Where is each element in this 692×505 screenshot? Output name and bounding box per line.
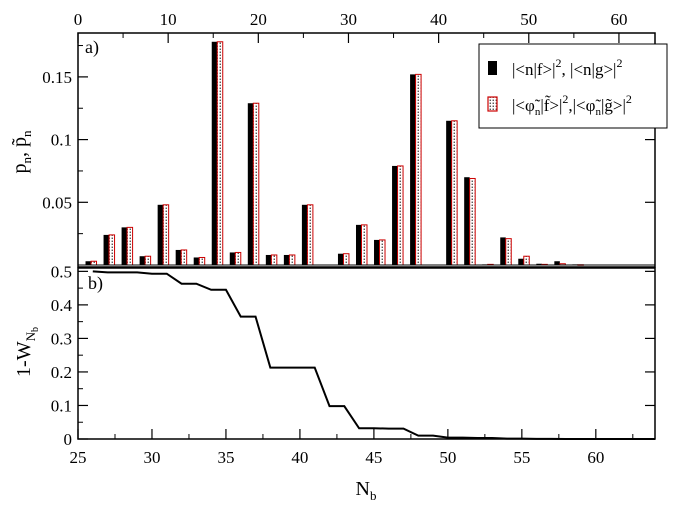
panel-a-y-axis-title: pn, p̃n bbox=[9, 130, 34, 174]
bar-solid bbox=[103, 234, 110, 265]
bar-dotted bbox=[505, 238, 512, 266]
panel-b-x-tick-label: 45 bbox=[365, 448, 382, 467]
bar-solid bbox=[446, 120, 452, 265]
panel-a-x-tick-label: 40 bbox=[430, 10, 447, 29]
bar-dotted bbox=[234, 251, 242, 266]
bar-solid bbox=[121, 227, 128, 265]
bar-dotted bbox=[469, 177, 476, 266]
bar-dotted bbox=[379, 239, 386, 266]
panel-a-x-tick-label: 0 bbox=[74, 10, 83, 29]
panel-a-y-tick-label: 0.05 bbox=[42, 193, 72, 212]
bar-solid bbox=[157, 204, 164, 265]
panel-b-x-tick-label: 35 bbox=[217, 448, 234, 467]
panel-a-y-tick-label: 0.1 bbox=[51, 131, 72, 150]
panel-a-frame bbox=[77, 32, 656, 268]
bar-solid bbox=[247, 103, 254, 266]
bar-solid bbox=[518, 258, 524, 265]
bar-solid bbox=[265, 254, 272, 265]
bar-solid bbox=[337, 253, 344, 265]
bar-solid bbox=[85, 261, 92, 265]
legend-label-dotted: |<φ̃n|f̃>|2,|<φ̃n|g̃>|2 bbox=[512, 92, 632, 118]
panel-b-y-tick-label: 0.3 bbox=[51, 329, 72, 348]
bar-solid bbox=[355, 224, 362, 265]
panel-b-label: b) bbox=[88, 273, 103, 294]
panel-a-bar-chart: 0 10 20 30 40 50 60 0.05 0.1 0.15 a) pn, p̃n |<n|… bbox=[9, 10, 668, 268]
panel-b-x-tick-label: 50 bbox=[439, 448, 456, 467]
bar-solid bbox=[193, 257, 200, 265]
panel-b-x-tick-label: 55 bbox=[513, 448, 530, 467]
panel-a-x-tick-label: 50 bbox=[520, 10, 537, 29]
bar-dotted bbox=[126, 226, 134, 266]
bar-solid bbox=[301, 204, 308, 265]
panel-a-y-tick-label: 0.15 bbox=[42, 68, 72, 87]
bar-dotted bbox=[216, 41, 224, 266]
panel-b-y-tick-label: 0.4 bbox=[51, 296, 73, 315]
panel-b-x-axis-title: Nb bbox=[356, 478, 377, 503]
bar-dotted bbox=[415, 73, 422, 266]
panel-b-line-chart: 25 30 35 40 45 50 55 60 0 0.1 0.2 0.3 0.4 0.5 b) 1-WN… bbox=[13, 262, 656, 503]
legend-box bbox=[478, 43, 668, 129]
panel-b-y-tick-label: 0.2 bbox=[51, 363, 72, 382]
bar-solid bbox=[500, 237, 506, 265]
bar-dotted bbox=[180, 249, 188, 266]
bar-solid bbox=[283, 254, 290, 265]
bar-solid bbox=[175, 249, 182, 265]
bar-dotted bbox=[90, 260, 98, 266]
bar-dotted bbox=[523, 255, 530, 266]
bar-dotted bbox=[162, 204, 170, 266]
panel-a-x-tick-label: 30 bbox=[340, 10, 357, 29]
legend-swatch-dotted bbox=[487, 96, 498, 112]
panel-b-x-tick-label: 60 bbox=[587, 448, 604, 467]
legend-swatch-solid bbox=[488, 61, 497, 75]
bar-solid bbox=[392, 165, 398, 265]
panel-b-ticks: 25 30 35 40 45 50 55 60 0 0.1 0.2 0.3 0.4 0.5 bbox=[51, 262, 655, 467]
panel-b-x-tick-label: 40 bbox=[291, 448, 308, 467]
legend-label-solid: |<n|f>|2, |<n|g>|2 bbox=[512, 56, 622, 79]
bar-solid bbox=[139, 256, 146, 265]
bar-dotted bbox=[342, 253, 350, 266]
panel-a-bars bbox=[85, 41, 584, 266]
bar-dotted bbox=[108, 234, 116, 266]
bar-solid bbox=[229, 252, 236, 265]
panel-b-y-tick-label: 0.1 bbox=[51, 396, 72, 415]
bar-dotted bbox=[270, 254, 278, 266]
bar-dotted bbox=[360, 224, 368, 266]
bar-dotted bbox=[144, 255, 152, 266]
bar-solid bbox=[374, 239, 380, 265]
bar-solid bbox=[554, 261, 560, 265]
bar-solid bbox=[211, 41, 218, 265]
panel-a-x-tick-label: 10 bbox=[160, 10, 177, 29]
panel-b-x-tick-label: 25 bbox=[70, 448, 87, 467]
bar-dotted bbox=[288, 254, 296, 266]
panel-a-ticks: 0 10 20 30 40 50 60 0.05 0.1 0.15 bbox=[42, 10, 655, 266]
panel-b-series-line bbox=[92, 270, 655, 440]
panel-b-y-axis-title: 1-WNb bbox=[13, 327, 41, 377]
panel-b-frame bbox=[77, 267, 656, 440]
panel-a-label: a) bbox=[85, 37, 99, 58]
bar-dotted bbox=[397, 165, 404, 266]
bar-dotted bbox=[451, 120, 458, 266]
bar-dotted bbox=[198, 256, 206, 266]
bar-solid bbox=[536, 263, 542, 265]
bar-dotted bbox=[252, 102, 260, 266]
panel-b-y-tick-label: 0.5 bbox=[51, 262, 72, 281]
panel-b-y-tick-label: 0 bbox=[64, 430, 73, 449]
bar-dotted bbox=[306, 204, 314, 266]
bar-solid bbox=[464, 177, 470, 265]
panel-a-legend: |<n|f>|2, |<n|g>|2 |<φ̃n|f̃>|2,|<φ̃n|g̃>… bbox=[478, 43, 668, 129]
bar-solid bbox=[410, 74, 416, 265]
panel-b-x-tick-label: 30 bbox=[143, 448, 160, 467]
panel-a-x-tick-label: 20 bbox=[250, 10, 267, 29]
panel-a-x-tick-label: 60 bbox=[610, 10, 627, 29]
